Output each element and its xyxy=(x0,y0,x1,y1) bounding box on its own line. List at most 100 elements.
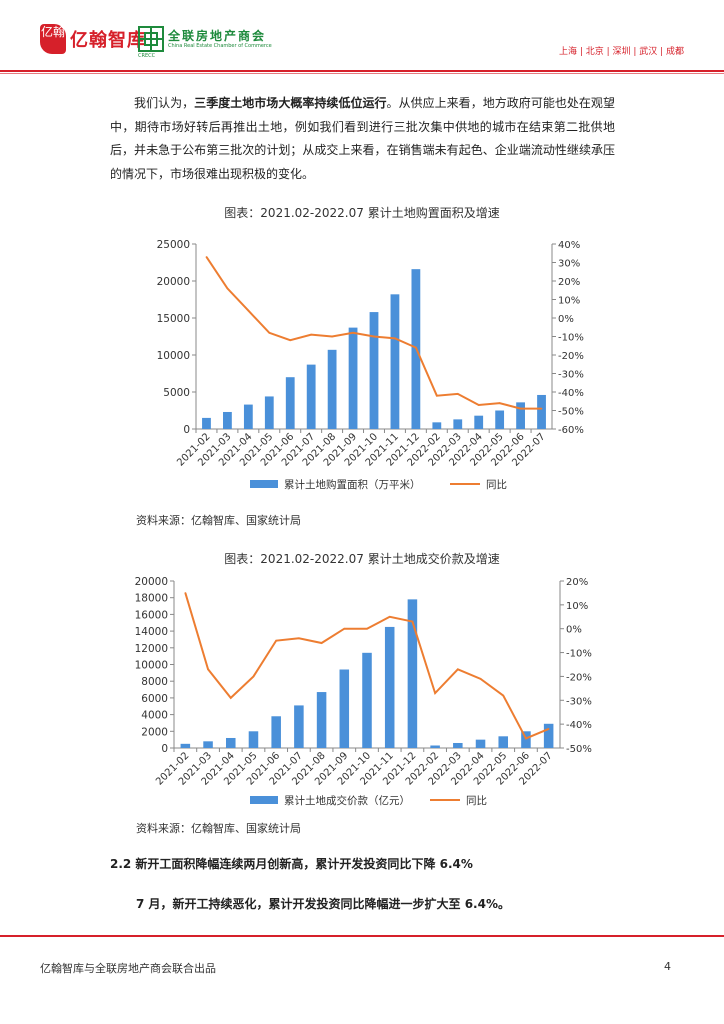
left-tick-label: 14000 xyxy=(135,626,168,638)
right-tick-label: 0% xyxy=(566,625,582,636)
left-tick-label: 20000 xyxy=(157,276,190,288)
bar xyxy=(264,396,274,429)
right-tick-label: -40% xyxy=(566,720,592,731)
page-number: 4 xyxy=(664,960,671,973)
para-start: 我们认为， xyxy=(134,96,195,110)
line-point xyxy=(184,592,187,594)
line-point xyxy=(331,335,333,338)
bar xyxy=(453,419,463,429)
line-point xyxy=(298,637,300,640)
chart1-title: 图表：2021.02-2022.07 累计土地购置面积及增速 xyxy=(224,206,500,220)
bar xyxy=(225,737,236,748)
line-point xyxy=(205,256,208,258)
line-point xyxy=(310,333,312,336)
chart1-source: 资料来源：亿翰智库、国家统计局 xyxy=(136,514,301,527)
legend-bar-label: 累计土地购置面积（万平米） xyxy=(284,478,421,491)
line-point xyxy=(477,404,480,406)
right-tick-label: -10% xyxy=(558,333,584,344)
bar xyxy=(453,742,463,748)
yihan-logo-mark: 亿翰 xyxy=(40,24,66,54)
chart2-title: 图表：2021.02-2022.07 累计土地成交价款及增速 xyxy=(224,552,500,566)
header-divider xyxy=(0,70,724,72)
line-point xyxy=(411,620,414,623)
right-tick-label: 10% xyxy=(558,296,580,307)
footer-divider xyxy=(0,935,724,937)
line-point xyxy=(479,678,482,680)
bar xyxy=(384,626,395,748)
section-heading: 2.2 新开工面积降幅连续两月创新高，累计开发投资同比下降 6.4% xyxy=(110,857,473,871)
crecc-logo: CRECC 全联房地产商会 China Real Estate Chamber … xyxy=(138,26,272,59)
left-tick-label: 25000 xyxy=(157,239,190,251)
crecc-name-cn: 全联房地产商会 xyxy=(168,28,267,43)
bar xyxy=(243,404,253,429)
right-tick-label: 20% xyxy=(558,277,580,288)
line-point xyxy=(207,668,209,671)
line-point xyxy=(289,339,292,341)
bar xyxy=(306,364,316,429)
left-tick-label: 12000 xyxy=(135,643,168,655)
line-point xyxy=(247,309,250,312)
line-point xyxy=(373,335,375,338)
right-tick-label: -50% xyxy=(566,744,592,755)
left-tick-label: 15000 xyxy=(157,313,190,325)
chart-land-area: 0 5000 10000 15000 20000 25000 -60% -50% -40% -30… xyxy=(157,239,584,491)
right-tick-label: 20% xyxy=(566,577,588,588)
left-tick-label: 5000 xyxy=(163,387,190,399)
bar xyxy=(202,417,211,429)
line-point xyxy=(229,697,232,699)
bar xyxy=(521,731,531,748)
bar xyxy=(537,394,546,429)
left-tick-label: 10000 xyxy=(157,350,190,362)
left-tick-label: 6000 xyxy=(141,693,168,705)
left-tick-label: 16000 xyxy=(135,609,168,621)
right-tick-label: 0% xyxy=(558,314,574,325)
line-point xyxy=(320,642,323,644)
right-tick-label: 30% xyxy=(558,259,580,270)
bar xyxy=(285,377,295,429)
legend-line-label: 同比 xyxy=(466,794,487,807)
bar xyxy=(248,731,259,748)
right-tick-label: -30% xyxy=(558,370,584,381)
line-point xyxy=(415,346,417,349)
chart-land-price: 0 2000 4000 6000 8000 10000 12000 14000 16000 180… xyxy=(135,576,592,807)
right-tick-label: -40% xyxy=(558,388,584,399)
line-point xyxy=(388,615,391,618)
legend-bar-swatch xyxy=(250,796,278,804)
bar xyxy=(430,745,440,748)
bar xyxy=(223,411,232,429)
right-tick-label: -60% xyxy=(558,425,584,436)
right-tick-label: -20% xyxy=(558,351,584,362)
bar xyxy=(432,422,442,429)
bar xyxy=(348,327,358,429)
right-tick-label: -50% xyxy=(558,407,584,418)
line-point xyxy=(457,668,459,671)
bar xyxy=(369,312,379,429)
line-point xyxy=(252,675,255,678)
right-tick-label: -10% xyxy=(566,649,592,660)
crecc-abbr: CRECC xyxy=(138,53,156,59)
footer-credit: 亿翰智库与全联房地产商会联合出品 xyxy=(40,962,216,975)
line-point xyxy=(540,407,543,410)
line-point xyxy=(456,393,459,395)
bar xyxy=(474,415,484,429)
line-point xyxy=(394,337,396,340)
bar xyxy=(294,705,304,748)
line-point xyxy=(226,287,229,290)
line-point xyxy=(519,407,522,410)
line-point xyxy=(366,627,368,630)
left-tick-label: 10000 xyxy=(135,660,168,672)
bar xyxy=(327,349,337,429)
left-tick-label: 4000 xyxy=(141,710,168,722)
legend-bar-label: 累计土地成交价款（亿元） xyxy=(284,794,410,807)
bar xyxy=(407,599,418,748)
yihan-logo-name: 亿翰智库 xyxy=(70,30,146,51)
left-tick-label: 0 xyxy=(161,743,168,755)
bar xyxy=(316,692,327,748)
left-tick-label: 0 xyxy=(183,424,190,436)
crecc-emblem-icon: CRECC xyxy=(138,26,164,59)
line-point xyxy=(275,639,277,642)
bar xyxy=(362,652,372,748)
line-point xyxy=(352,332,354,334)
right-tick-label: -20% xyxy=(566,672,592,683)
bar xyxy=(203,741,213,748)
